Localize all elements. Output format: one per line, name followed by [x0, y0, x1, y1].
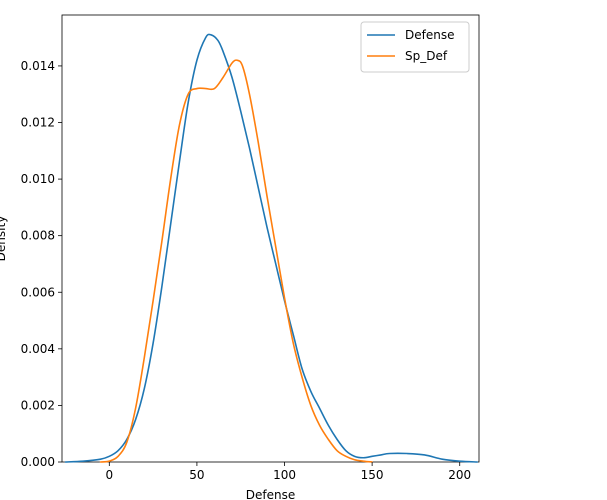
x-axis-label: Defense	[246, 488, 295, 500]
x-tick-label: 150	[361, 468, 384, 482]
y-tick-label: 0.000	[21, 455, 55, 469]
y-tick-label: 0.004	[21, 342, 55, 356]
legend: Defense Sp_Def	[360, 21, 470, 73]
series-lines	[64, 33, 479, 463]
legend-entry-label: Sp_Def	[405, 49, 448, 63]
y-axis-ticks: 0.000 0.002 0.004 0.006 0.008 0.010 0.012 0.014	[21, 59, 62, 469]
legend-entry-label: Defense	[405, 28, 454, 42]
plot-frame	[61, 14, 480, 463]
y-tick-label: 0.014	[21, 59, 55, 73]
series-line-sp-def	[99, 59, 373, 463]
series-line-defense	[64, 33, 479, 463]
y-axis-label: Density	[0, 216, 8, 262]
x-axis-ticks: 0 50 100 150 200	[105, 462, 471, 482]
x-tick-label: 100	[273, 468, 296, 482]
x-tick-label: 50	[189, 468, 204, 482]
x-tick-label: 200	[448, 468, 471, 482]
y-tick-label: 0.010	[21, 172, 55, 186]
x-tick-label: 0	[105, 468, 113, 482]
y-tick-label: 0.002	[21, 398, 55, 412]
y-tick-label: 0.012	[21, 116, 55, 130]
y-tick-label: 0.006	[21, 285, 55, 299]
plot-area	[61, 14, 480, 463]
y-tick-label: 0.008	[21, 229, 55, 243]
